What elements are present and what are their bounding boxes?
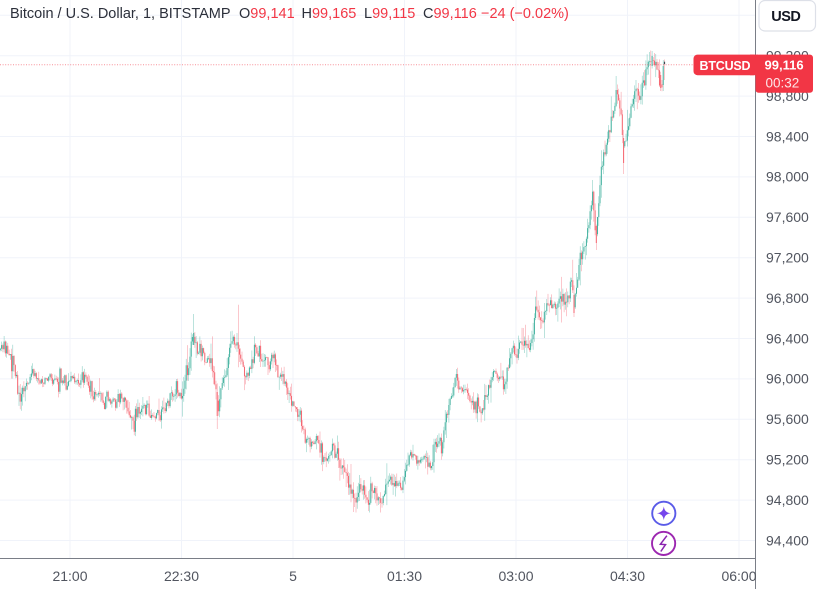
- svg-text:BTCUSD: BTCUSD: [700, 59, 751, 73]
- svg-text:97,200: 97,200: [766, 250, 809, 266]
- svg-text:96,800: 96,800: [766, 290, 809, 306]
- svg-text:99,116: 99,116: [765, 58, 804, 73]
- svg-text:96,000: 96,000: [766, 371, 809, 387]
- svg-text:95,200: 95,200: [766, 452, 809, 468]
- svg-text:22:30: 22:30: [164, 568, 199, 584]
- svg-text:06:00: 06:00: [721, 568, 756, 584]
- svg-text:94,800: 94,800: [766, 492, 809, 508]
- svg-text:5: 5: [289, 568, 297, 584]
- svg-text:00:32: 00:32: [766, 76, 800, 91]
- svg-text:Bitcoin / U.S. Dollar, 1, BITS: Bitcoin / U.S. Dollar, 1, BITSTAMP O99,14…: [10, 6, 569, 22]
- svg-text:98,400: 98,400: [766, 128, 809, 144]
- svg-text:95,600: 95,600: [766, 411, 809, 427]
- svg-text:USD: USD: [771, 9, 800, 25]
- svg-text:94,400: 94,400: [766, 532, 809, 548]
- svg-text:04:30: 04:30: [610, 568, 645, 584]
- svg-text:96,400: 96,400: [766, 330, 809, 346]
- svg-text:97,600: 97,600: [766, 209, 809, 225]
- svg-text:21:00: 21:00: [52, 568, 87, 584]
- svg-text:03:00: 03:00: [498, 568, 533, 584]
- svg-text:01:30: 01:30: [387, 568, 422, 584]
- svg-text:98,000: 98,000: [766, 169, 809, 185]
